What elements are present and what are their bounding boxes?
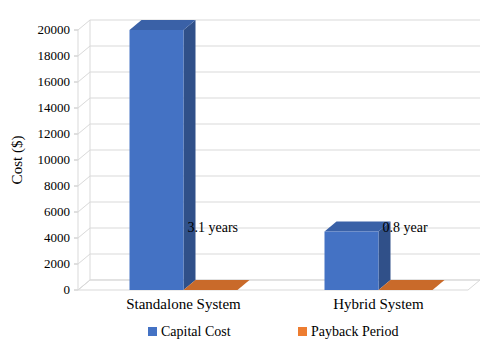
bar-side	[184, 20, 196, 290]
tick-mark	[74, 108, 78, 109]
tick-label: 0	[64, 282, 71, 297]
chart-container: 0 2000 4000 6000 8000 10000 12000 14000 16000 180…	[0, 0, 500, 350]
tick-label: 6000	[44, 204, 70, 219]
legend-label: Payback Period	[311, 324, 398, 339]
y-axis-line	[78, 30, 79, 290]
tick-label: 8000	[44, 178, 70, 193]
tick-label: 10000	[38, 152, 71, 167]
grid-line	[78, 20, 480, 30]
data-label: 3.1 years	[188, 220, 239, 235]
tick-mark	[74, 134, 78, 135]
tick-label: 12000	[38, 126, 71, 141]
tick-label: 20000	[38, 22, 71, 37]
bar	[325, 232, 379, 291]
bar-top	[379, 280, 445, 290]
legend-swatch	[298, 327, 307, 336]
tick-mark	[74, 264, 78, 265]
tick-mark	[74, 56, 78, 57]
y-axis-label: Cost ($)	[9, 136, 26, 185]
bar	[379, 289, 433, 290]
bar-3d	[379, 280, 445, 290]
tick-label: 4000	[44, 230, 70, 245]
bar-top	[184, 280, 250, 290]
bars	[130, 20, 445, 290]
tick-label: 18000	[38, 48, 71, 63]
tick-mark	[74, 212, 78, 213]
tick-mark	[74, 30, 78, 31]
tick-label: 2000	[44, 256, 70, 271]
tick-label: 14000	[38, 100, 71, 115]
category-label: Hybrid System	[333, 296, 424, 312]
bar	[130, 30, 184, 290]
legend: Capital Cost Payback Period	[148, 324, 398, 339]
tick-mark	[74, 238, 78, 239]
bar-top	[325, 222, 391, 232]
tick-label: 16000	[38, 74, 71, 89]
tick-mark	[74, 160, 78, 161]
bar-top	[130, 20, 196, 30]
legend-label: Capital Cost	[161, 324, 231, 339]
bar-3d	[325, 222, 391, 291]
tick-mark	[74, 186, 78, 187]
category-label: Standalone System	[126, 296, 241, 312]
bar-3d	[130, 20, 196, 290]
data-label: 0.8 year	[383, 220, 428, 235]
bar-3d	[184, 280, 250, 290]
back-wall-edge	[90, 20, 91, 280]
legend-swatch	[148, 327, 157, 336]
tick-mark	[74, 82, 78, 83]
chart-svg: 0 2000 4000 6000 8000 10000 12000 14000 16000 180…	[0, 0, 500, 350]
grid	[74, 20, 480, 290]
bar	[184, 289, 238, 290]
